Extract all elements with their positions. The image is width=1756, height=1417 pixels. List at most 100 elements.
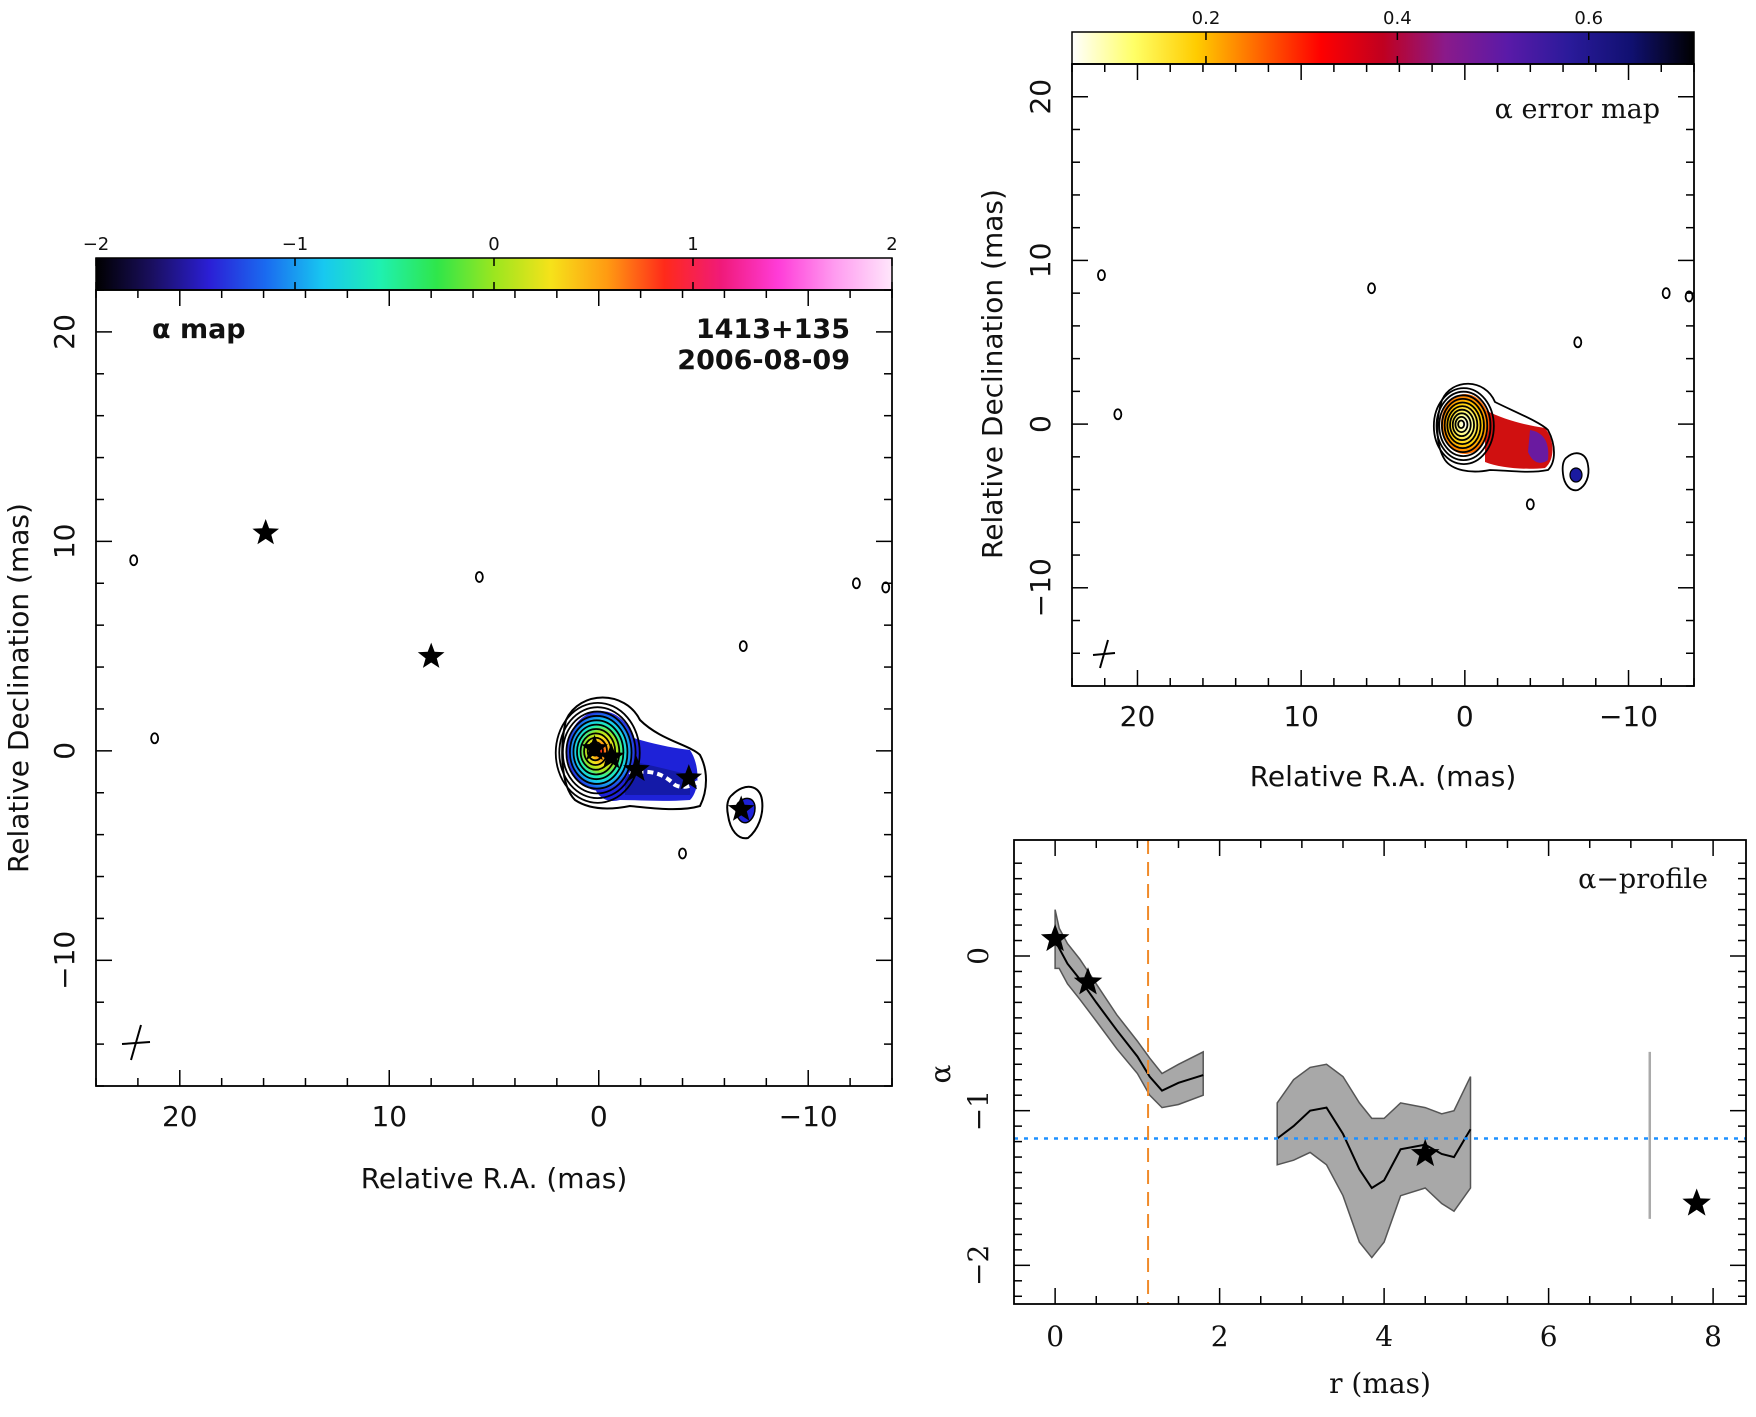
alpha-error-map-core-contour [1441,398,1485,454]
alpha-profile-panel: 0 2 4 6 8 0 −1 −2 α−profile r (mas) α [924,839,1747,1400]
alpha-error-map-y-tick-label: 10 [1024,243,1057,279]
alpha-profile-line [1276,1106,1472,1190]
alpha-profile-frame [1013,839,1747,1305]
alpha-map-stray-contour [474,571,484,583]
alpha-map-component-contour-outer [726,785,764,840]
alpha-profile-line [1054,940,1204,1092]
alpha-map-x-tick-label: −10 [779,1100,838,1133]
alpha-map-axis-ticks: 20 10 0 −10 20 10 0 −10 [48,289,893,1133]
alpha-error-map-ylabel: Relative Declination (mas) [976,189,1009,559]
alpha-map-colorbar-ticks: −2 −1 0 1 2 [83,234,898,290]
alpha-error-map-x-tick-label: −10 [1599,700,1658,733]
alpha-map-star-marker [417,642,445,668]
alpha-profile-xlabel: r (mas) [1329,1367,1431,1400]
alpha-map-stray-contour [851,577,861,590]
alpha-error-map-component-core [1569,467,1583,483]
alpha-error-map-colorbar-tick-label: 0.2 [1192,8,1221,29]
alpha-map-core-contour [565,715,629,790]
alpha-map-ylabel: Relative Declination (mas) [2,503,35,873]
alpha-map-stars [252,519,755,821]
alpha-error-map-core-contour [1454,416,1469,434]
alpha-map-core-contour [569,719,625,785]
alpha-error-map-component-contour [1561,452,1590,492]
alpha-error-map-stray-contour [1113,408,1123,421]
alpha-map-x-tick-label: 0 [590,1100,608,1133]
alpha-error-map-core-contour [1432,387,1495,466]
alpha-map-colorbar-tick-label: −2 [83,234,110,255]
alpha-error-map-core-contour [1446,405,1479,446]
alpha-error-map-colorbar-tick-label: 0.4 [1383,8,1412,29]
alpha-map-label: α map [152,314,246,345]
alpha-map-star-marker [252,519,279,545]
alpha-error-map-y-tick-label: −10 [1024,558,1057,617]
alpha-map-stray-contour [881,581,891,594]
alpha-error-map-stray-contour [1367,282,1376,295]
alpha-profile-star-marker [1411,1139,1440,1167]
alpha-profile-star-marker [1682,1188,1711,1216]
alpha-map-stray-contours [129,554,891,860]
alpha-error-map-y-tick-label: 20 [1024,79,1057,115]
alpha-profile-stars [1040,924,1711,1216]
alpha-error-map-colorbar [1071,31,1695,65]
alpha-map-colorbar-tick-label: 2 [886,234,897,255]
alpha-profile-error-band [1054,909,1204,1109]
alpha-profile-x-tick-label: 8 [1704,1320,1722,1353]
alpha-map-core-contour [558,706,637,800]
alpha-error-map-x-tick-label: 0 [1456,700,1474,733]
alpha-map-colorbar-tick-label: 0 [488,234,499,255]
alpha-error-map-colorbar-tick-label: 0.6 [1574,8,1603,29]
alpha-error-map-image [1092,269,1694,669]
alpha-error-map-core-contour [1457,419,1466,430]
alpha-map-y-tick-label: −10 [48,931,81,990]
alpha-map-y-tick-label: 0 [48,742,81,760]
alpha-error-map-stray-contour [1684,290,1694,303]
alpha-profile-label: α−profile [1578,864,1708,895]
alpha-map-star-marker [581,734,608,761]
alpha-error-map-stray-contour [1525,498,1535,511]
alpha-error-map-jet-contour [1436,382,1555,473]
alpha-map-star-marker [727,795,755,821]
alpha-error-map-jet-emission-purple [1528,430,1549,463]
alpha-error-map-stray-contour [1661,287,1671,300]
alpha-error-map-contours [1432,387,1495,466]
alpha-profile-x-tick-label: 4 [1375,1320,1393,1353]
alpha-map-core-contour [572,723,621,781]
alpha-map-y-tick-label: 20 [48,314,81,350]
alpha-map-x-tick-label: 20 [162,1100,198,1133]
alpha-error-map-axis-ticks: 20 10 0 −10 20 10 0 −10 [1024,63,1695,733]
alpha-profile-y-tick-label: 0 [962,947,995,965]
alpha-error-map-xlabel: Relative R.A. (mas) [1250,760,1517,793]
alpha-map-stray-contour [150,732,160,745]
alpha-error-map-core-contour [1443,401,1482,450]
alpha-map-xlabel: Relative R.A. (mas) [361,1162,628,1195]
alpha-profile-error-bands [1054,909,1472,1259]
alpha-profile-axis-ticks: 0 2 4 6 8 0 −1 −2 [962,840,1746,1353]
alpha-error-map-beam [1092,639,1116,669]
alpha-map-x-tick-label: 10 [371,1100,407,1133]
alpha-profile-lines [1054,940,1472,1190]
alpha-error-map-frame [1071,63,1695,687]
alpha-error-map-y-tick-label: 0 [1024,415,1057,433]
alpha-map-colorbar-tick-label: 1 [687,234,698,255]
alpha-profile-star-marker [1073,967,1103,995]
alpha-error-map-core-contour [1449,408,1475,442]
alpha-error-map-panel: 0.2 0.4 0.6 20 10 0 −10 20 10 0 −10 α error map R… [976,8,1695,793]
alpha-map-colorbar-tick-label: −1 [282,234,309,255]
alpha-profile-x-tick-label: 6 [1540,1320,1558,1353]
alpha-map-y-tick-label: 10 [48,524,81,560]
alpha-map-star-marker [623,755,650,781]
alpha-map-core-contour [576,728,617,776]
alpha-error-map-core-contour [1451,412,1472,438]
alpha-error-map-x-tick-label: 20 [1120,700,1156,733]
alpha-error-map-label: α error map [1495,94,1660,125]
alpha-profile-y-tick-label: −1 [962,1090,995,1131]
alpha-error-map-colorbar-ticks: 0.2 0.4 0.6 [1192,8,1603,64]
alpha-profile-ylabel: α [924,1064,957,1083]
alpha-error-map-x-tick-label: 10 [1283,700,1319,733]
alpha-error-map-stray-contour [1573,336,1583,349]
alpha-map-jet-contour [561,696,707,811]
alpha-profile-y-tick-label: −2 [962,1245,995,1286]
alpha-map-image [121,519,891,1061]
